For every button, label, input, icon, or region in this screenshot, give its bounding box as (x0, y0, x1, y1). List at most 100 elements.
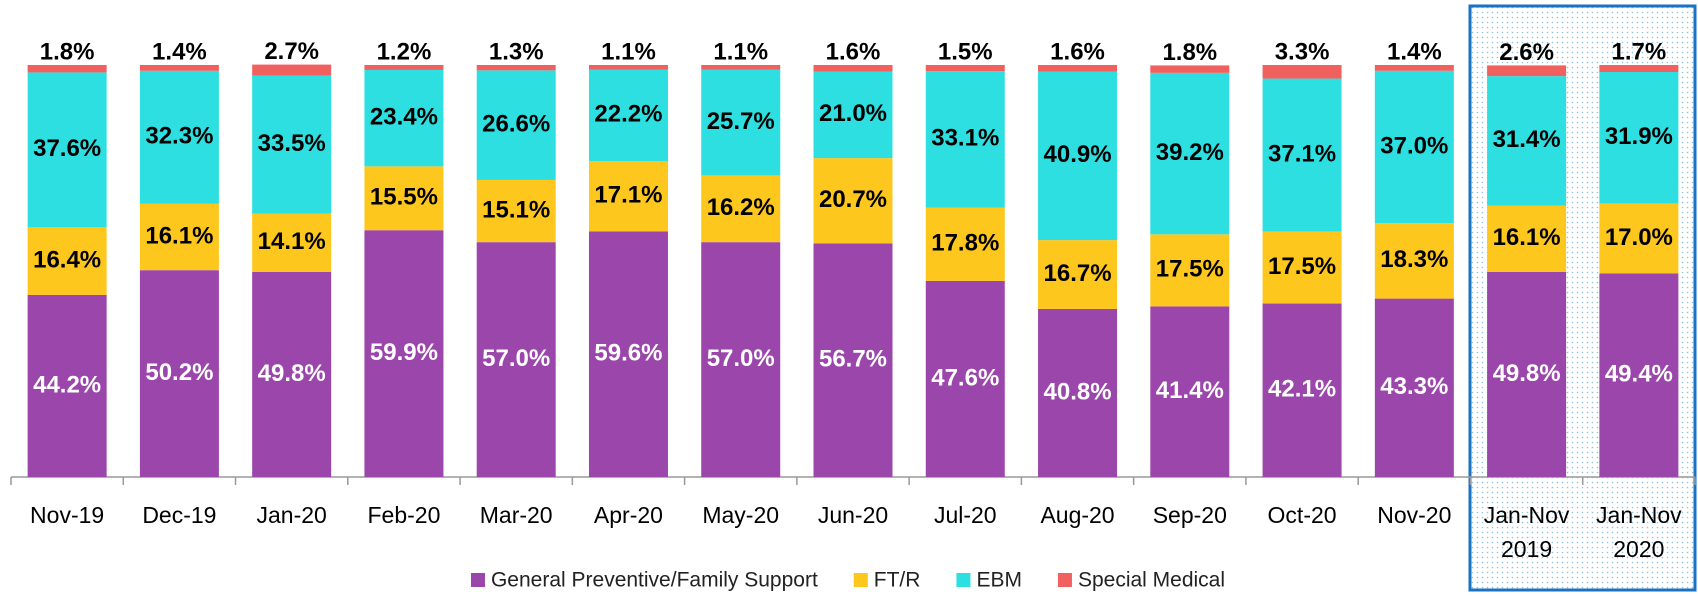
x-tick-label: Jan-20 (256, 502, 327, 528)
bar-segment (701, 65, 781, 70)
bar-segment (364, 65, 444, 70)
value-label: 21.0% (819, 100, 887, 127)
bar-segment (1599, 72, 1679, 204)
value-label: 23.4% (370, 103, 438, 130)
bar-segment (139, 270, 219, 477)
bar-segment (925, 280, 1005, 477)
bar-segment (1038, 71, 1118, 241)
bar-segment (1038, 65, 1118, 72)
value-label: 31.4% (1493, 126, 1561, 153)
bar-segment (1374, 70, 1454, 224)
legend-label: Special Medical (1078, 569, 1225, 592)
bar-segment (1038, 308, 1118, 477)
bar-segment (1599, 203, 1679, 274)
value-label: 16.2% (707, 194, 775, 221)
bar-segment (1374, 298, 1454, 477)
value-label: 59.6% (594, 340, 662, 367)
bar-segment (588, 231, 668, 477)
x-tick-label: Jun-20 (817, 502, 889, 528)
value-label: 15.1% (482, 196, 550, 223)
bar-segment (252, 213, 332, 272)
bar-segment (27, 227, 107, 295)
value-label: 18.3% (1380, 246, 1448, 273)
bar-segment (476, 70, 556, 180)
bar-segment (813, 158, 893, 244)
x-tick-label: Nov-20 (1377, 502, 1452, 528)
bar-segment (1599, 273, 1679, 477)
value-label: 37.0% (1380, 132, 1448, 159)
bar-segment (27, 294, 107, 477)
x-tick-label: Jan-Nov 2019 (1483, 502, 1570, 562)
bar-segment (252, 75, 332, 214)
value-label: 37.1% (1268, 140, 1336, 167)
value-label: 14.1% (258, 228, 326, 255)
value-label: 33.5% (258, 130, 326, 157)
x-tick-label: Sep-20 (1152, 502, 1227, 528)
bar-segment (476, 242, 556, 477)
x-tick-label: Jul-20 (933, 502, 997, 528)
value-label: 50.2% (145, 359, 213, 386)
legend-swatch (853, 573, 868, 587)
bar-segment (364, 69, 444, 167)
bar-segment (925, 207, 1005, 281)
value-label: 1.1% (601, 38, 656, 65)
bar-segment (1599, 65, 1679, 73)
value-label: 1.2% (377, 38, 432, 65)
value-label: 40.9% (1044, 141, 1112, 168)
value-label: 16.1% (1493, 224, 1561, 251)
bar-segment (139, 65, 219, 71)
value-label: 56.7% (819, 346, 887, 373)
value-label: 16.4% (33, 246, 101, 273)
value-label: 20.7% (819, 186, 887, 213)
value-label: 40.8% (1044, 378, 1112, 405)
bar-segment (1150, 234, 1230, 307)
bar-segment (813, 65, 893, 72)
value-label: 15.5% (370, 184, 438, 211)
value-label: 22.2% (594, 101, 662, 128)
value-label: 49.8% (1493, 360, 1561, 387)
bar-segment (701, 175, 781, 243)
bar-segment (701, 242, 781, 477)
value-label: 1.3% (489, 38, 544, 65)
bar-segment (925, 71, 1005, 208)
bar-segment (1150, 65, 1230, 73)
value-label: 43.3% (1380, 373, 1448, 400)
value-label: 16.1% (145, 222, 213, 249)
legend-swatch (470, 573, 485, 587)
value-label: 17.8% (931, 230, 999, 257)
legend-label: FT/R (874, 569, 921, 592)
bar-segment (1150, 72, 1230, 235)
bar-segment (1262, 231, 1342, 304)
value-label: 1.1% (713, 38, 768, 65)
value-label: 2.7% (264, 38, 319, 65)
value-label: 17.1% (594, 182, 662, 209)
bar-segment (1487, 271, 1567, 477)
bar-segment (252, 271, 332, 477)
value-label: 41.4% (1156, 377, 1224, 404)
bar-segment (813, 243, 893, 477)
bar-segment (701, 69, 781, 176)
value-label: 57.0% (707, 345, 775, 372)
value-label: 42.1% (1268, 376, 1336, 403)
x-tick-label: Mar-20 (479, 502, 553, 528)
bar-segment (1038, 240, 1118, 309)
value-label: 25.7% (707, 108, 775, 135)
bar-segment (27, 65, 107, 73)
value-label: 1.4% (152, 38, 207, 65)
x-tick-label: Nov-19 (30, 502, 105, 528)
x-tick-label: Apr-20 (593, 502, 663, 528)
value-label: 3.3% (1275, 38, 1330, 65)
value-label: 1.5% (938, 38, 993, 65)
bar-segment (1150, 306, 1230, 477)
value-label: 1.4% (1387, 38, 1442, 65)
x-tick-label: Oct-20 (1267, 502, 1337, 528)
value-label: 1.8% (40, 38, 95, 65)
value-label: 17.0% (1605, 224, 1673, 251)
value-label: 1.6% (1050, 38, 1105, 65)
value-label: 32.3% (145, 123, 213, 150)
value-label: 49.8% (258, 360, 326, 387)
bar-segment (252, 64, 332, 76)
bar-segment (1487, 65, 1567, 77)
value-label: 37.6% (33, 135, 101, 162)
